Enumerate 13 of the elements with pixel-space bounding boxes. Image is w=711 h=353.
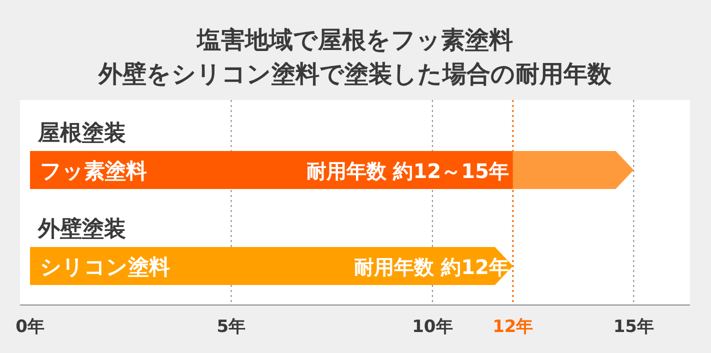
- x-tick-label: 10年: [412, 317, 453, 337]
- annotation: 耐用年数 約12年: [354, 255, 509, 279]
- chart-subtitle: 外壁をシリコン塗料で塗装した場合の耐用年数: [98, 60, 612, 88]
- y-tick-label: 外壁塗装: [37, 216, 126, 242]
- x-tick-label: 15年: [613, 317, 654, 337]
- chart-title: 塩害地域で屋根をフッ素塗料: [196, 26, 513, 54]
- annotation: 耐用年数 約12～15年: [306, 159, 509, 183]
- x-tick-label: 5年: [216, 317, 246, 337]
- x-tick-label: 12年: [492, 317, 534, 337]
- annotation: シリコン塗料: [40, 255, 170, 279]
- annotation: フッ素塗料: [40, 159, 147, 183]
- x-tick-label: 0年: [16, 317, 44, 337]
- y-tick-label: 屋根塗装: [37, 121, 126, 146]
